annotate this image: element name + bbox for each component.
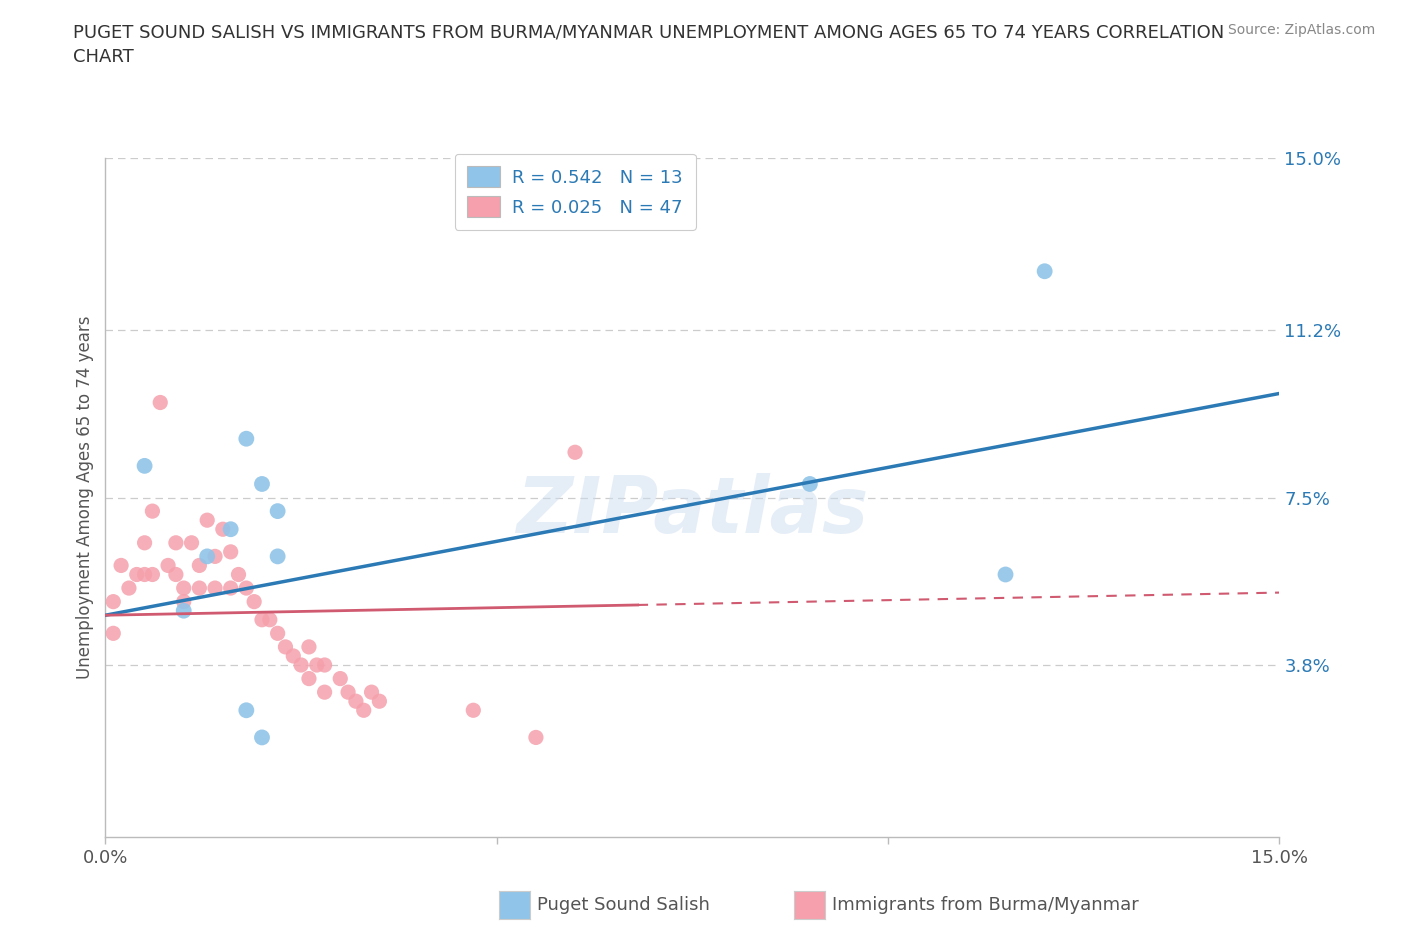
Point bbox=[125, 567, 148, 582]
Point bbox=[219, 544, 242, 559]
Point bbox=[305, 658, 328, 672]
Text: Puget Sound Salish: Puget Sound Salish bbox=[537, 896, 710, 914]
Point bbox=[283, 648, 305, 663]
Text: PUGET SOUND SALISH VS IMMIGRANTS FROM BURMA/MYANMAR UNEMPLOYMENT AMONG AGES 65 T: PUGET SOUND SALISH VS IMMIGRANTS FROM BU… bbox=[73, 23, 1225, 66]
Point bbox=[314, 658, 336, 672]
Point bbox=[243, 594, 266, 609]
Legend: R = 0.542   N = 13, R = 0.025   N = 47: R = 0.542 N = 13, R = 0.025 N = 47 bbox=[454, 153, 696, 230]
Point bbox=[235, 432, 257, 446]
Point bbox=[337, 684, 360, 699]
Point bbox=[173, 604, 195, 618]
Point bbox=[314, 684, 336, 699]
Point bbox=[298, 640, 321, 655]
Point bbox=[180, 536, 202, 551]
Point bbox=[219, 580, 242, 595]
Point bbox=[211, 522, 233, 537]
Point bbox=[173, 580, 195, 595]
Text: Immigrants from Burma/Myanmar: Immigrants from Burma/Myanmar bbox=[832, 896, 1139, 914]
Point bbox=[250, 612, 273, 627]
Text: Source: ZipAtlas.com: Source: ZipAtlas.com bbox=[1227, 23, 1375, 37]
Point bbox=[157, 558, 180, 573]
Point bbox=[1033, 264, 1056, 279]
Point bbox=[118, 580, 141, 595]
Point bbox=[298, 671, 321, 686]
Point bbox=[204, 549, 226, 564]
Point bbox=[134, 458, 156, 473]
Point bbox=[103, 626, 125, 641]
Point bbox=[564, 445, 586, 459]
Y-axis label: Unemployment Among Ages 65 to 74 years: Unemployment Among Ages 65 to 74 years bbox=[76, 316, 94, 679]
Point bbox=[204, 580, 226, 595]
Point bbox=[290, 658, 312, 672]
Point bbox=[235, 703, 257, 718]
Point bbox=[368, 694, 391, 709]
Point bbox=[141, 504, 163, 519]
Point bbox=[353, 703, 375, 718]
Point bbox=[165, 567, 187, 582]
Point bbox=[463, 703, 485, 718]
Point bbox=[134, 536, 156, 551]
Point bbox=[360, 684, 382, 699]
Point bbox=[994, 567, 1017, 582]
Point bbox=[195, 512, 218, 527]
Point bbox=[250, 730, 273, 745]
Point bbox=[274, 640, 297, 655]
Point bbox=[799, 476, 821, 491]
Point bbox=[165, 536, 187, 551]
Point bbox=[141, 567, 163, 582]
Point bbox=[329, 671, 352, 686]
Point bbox=[219, 522, 242, 537]
Point bbox=[188, 580, 211, 595]
Point bbox=[173, 594, 195, 609]
Point bbox=[344, 694, 367, 709]
Point bbox=[266, 549, 288, 564]
Point bbox=[235, 580, 257, 595]
Point bbox=[259, 612, 281, 627]
Point bbox=[266, 504, 288, 519]
Point bbox=[524, 730, 547, 745]
Point bbox=[266, 626, 288, 641]
Point bbox=[188, 558, 211, 573]
Point bbox=[195, 549, 218, 564]
Point bbox=[250, 476, 273, 491]
Point bbox=[110, 558, 132, 573]
Point bbox=[149, 395, 172, 410]
Text: ZIPatlas: ZIPatlas bbox=[516, 473, 869, 549]
Point bbox=[134, 567, 156, 582]
Point bbox=[103, 594, 125, 609]
Point bbox=[228, 567, 250, 582]
